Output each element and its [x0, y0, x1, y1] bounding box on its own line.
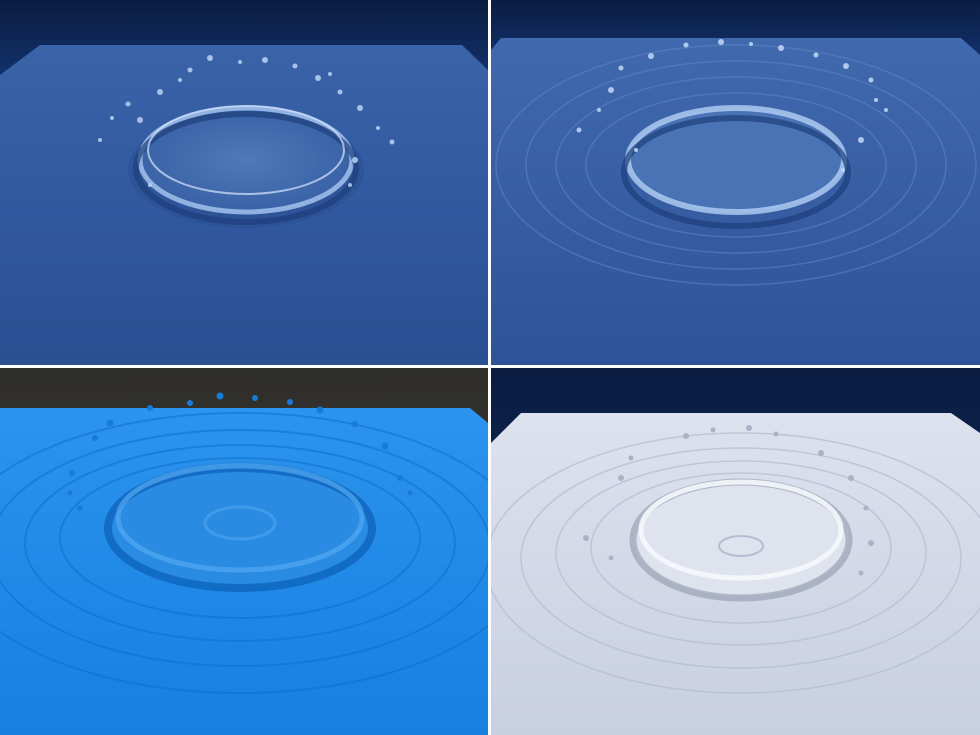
water-crown-render-1: [0, 0, 488, 365]
panel-bottom-right-white-surface: [491, 368, 980, 735]
panel-bottom-left-particles: [0, 368, 488, 735]
white-crown-render: [491, 368, 980, 735]
particle-crown-render: [0, 368, 488, 735]
panel-top-right-water-ripples: [491, 0, 980, 365]
water-crown-render-2: [491, 0, 980, 365]
panel-top-left-water-crown: [0, 0, 488, 365]
